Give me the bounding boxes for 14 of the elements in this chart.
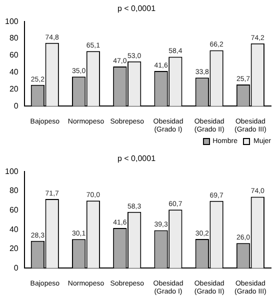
y-tick-label: 60: [9, 50, 19, 60]
y-tick-label: 80: [9, 34, 19, 43]
y-tick-label: 20: [9, 244, 19, 254]
chart-title: p < 0,0001: [117, 154, 156, 164]
y-tick-label: 100: [4, 166, 19, 176]
y-tick-label: 0: [14, 101, 19, 110]
y-tick-label: 40: [9, 68, 19, 77]
y-tick-label: 0: [14, 263, 19, 272]
y-tick-label: 100: [4, 16, 19, 26]
y-tick-label: 60: [9, 205, 19, 214]
y-tick-label: 80: [9, 186, 19, 196]
chart-title: p < 0,0001: [117, 4, 156, 14]
y-tick-label: 40: [9, 224, 19, 234]
y-tick-label: 20: [9, 84, 19, 94]
